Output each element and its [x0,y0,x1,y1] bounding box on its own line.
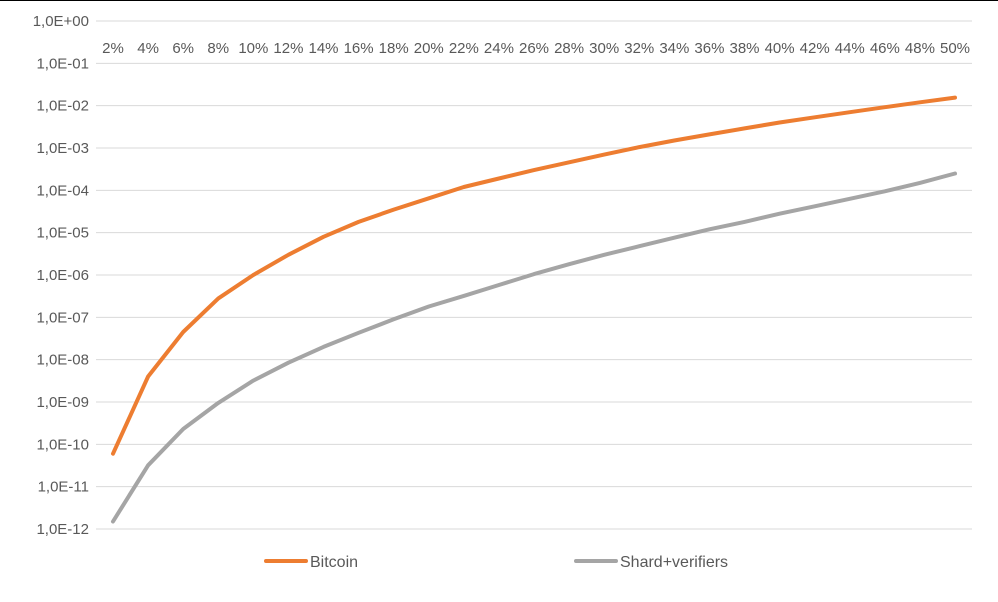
x-tick-label: 20% [414,40,444,57]
x-tick-label: 40% [765,40,795,57]
y-tick-label: 1,0E-09 [36,394,89,411]
x-tick-label: 8% [207,40,229,57]
x-tick-label: 26% [519,40,549,57]
x-tick-label: 22% [449,40,479,57]
x-tick-label: 44% [835,40,865,57]
legend-label: Shard+verifiers [620,554,728,571]
y-tick-label: 1,0E-02 [36,98,89,115]
y-tick-label: 1,0E-10 [36,436,89,453]
x-tick-label: 50% [940,40,970,57]
series-line-bitcoin [111,95,957,456]
x-tick-label: 42% [800,40,830,57]
legend-label: Bitcoin [310,554,358,571]
y-tick-label: 1,0E-07 [36,309,89,326]
x-tick-label: 24% [484,40,514,57]
x-tick-label: 48% [905,40,935,57]
legend: Bitcoin Shard+verifiers [264,554,728,571]
x-tick-label: 46% [870,40,900,57]
x-tick-label: 12% [273,40,303,57]
y-tick-label: 1,0E-06 [36,267,89,284]
x-tick-label: 10% [238,40,268,57]
y-tick-label: 1,0E-03 [36,140,89,157]
y-tick-label: 1,0E-01 [36,55,89,72]
x-tick-label: 2% [102,40,124,57]
x-axis-tick-labels: 2% 4% 6% 8% 10% 12% 14% 16% 18% 20% 22% 24% 26% 28% 30… [102,40,970,57]
y-tick-label: 1,0E-05 [36,225,89,242]
x-tick-label: 30% [589,40,619,57]
y-axis-tick-labels: 1,0E+00 1,0E-01 1,0E-02 1,0E-03 1,0E-04 1,0E-… [33,13,89,538]
series-line-shard-verifiers [111,171,957,524]
y-tick-label: 1,0E-12 [36,521,89,538]
x-tick-label: 4% [137,40,159,57]
x-tick-label: 34% [659,40,689,57]
series-lines [111,95,957,524]
x-tick-label: 14% [308,40,338,57]
y-tick-label: 1,0E-08 [36,352,89,369]
x-tick-label: 28% [554,40,584,57]
y-tick-label: 1,0E+00 [33,13,89,30]
y-tick-label: 1,0E-04 [36,182,89,199]
x-tick-label: 36% [694,40,724,57]
x-tick-label: 18% [379,40,409,57]
x-tick-label: 16% [344,40,374,57]
y-tick-label: 1,0E-11 [38,479,89,496]
x-tick-label: 38% [729,40,759,57]
gridlines [96,20,972,530]
x-tick-label: 32% [624,40,654,57]
x-tick-label: 6% [172,40,194,57]
